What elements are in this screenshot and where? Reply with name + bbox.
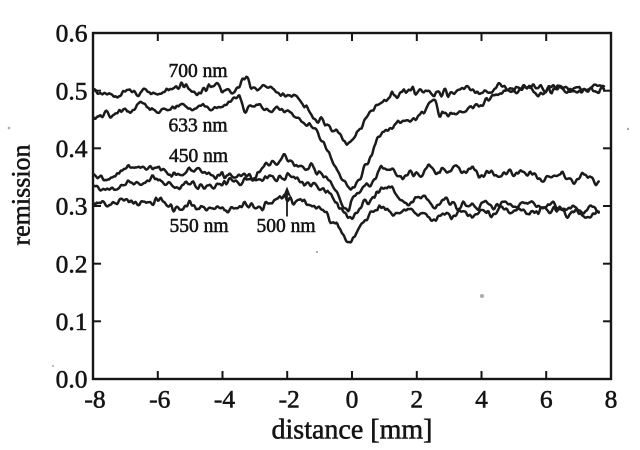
svg-text:700 nm: 700 nm <box>168 61 227 82</box>
svg-text:-2: -2 <box>279 385 300 414</box>
svg-text:450 nm: 450 nm <box>169 146 228 167</box>
svg-text:550 nm: 550 nm <box>169 216 228 237</box>
svg-text:0.1: 0.1 <box>56 307 88 336</box>
svg-text:remission: remission <box>7 144 36 245</box>
svg-text:500 nm: 500 nm <box>256 216 315 237</box>
svg-text:-8: -8 <box>84 385 105 414</box>
svg-text:2: 2 <box>410 385 423 414</box>
svg-text:0.4: 0.4 <box>56 134 88 163</box>
svg-text:0.3: 0.3 <box>56 192 88 221</box>
svg-text:8: 8 <box>605 385 618 414</box>
svg-text:-6: -6 <box>149 385 170 414</box>
svg-text:6: 6 <box>540 385 553 414</box>
svg-text:0.2: 0.2 <box>56 249 88 278</box>
svg-text:0.0: 0.0 <box>56 365 88 394</box>
svg-text:distance [mm]: distance [mm] <box>272 415 433 446</box>
svg-text:-4: -4 <box>214 385 235 414</box>
svg-text:0.6: 0.6 <box>56 19 88 48</box>
svg-text:4: 4 <box>475 385 488 414</box>
svg-text:0: 0 <box>346 385 359 414</box>
svg-text:633 nm: 633 nm <box>168 116 227 137</box>
svg-text:0.5: 0.5 <box>56 76 88 105</box>
